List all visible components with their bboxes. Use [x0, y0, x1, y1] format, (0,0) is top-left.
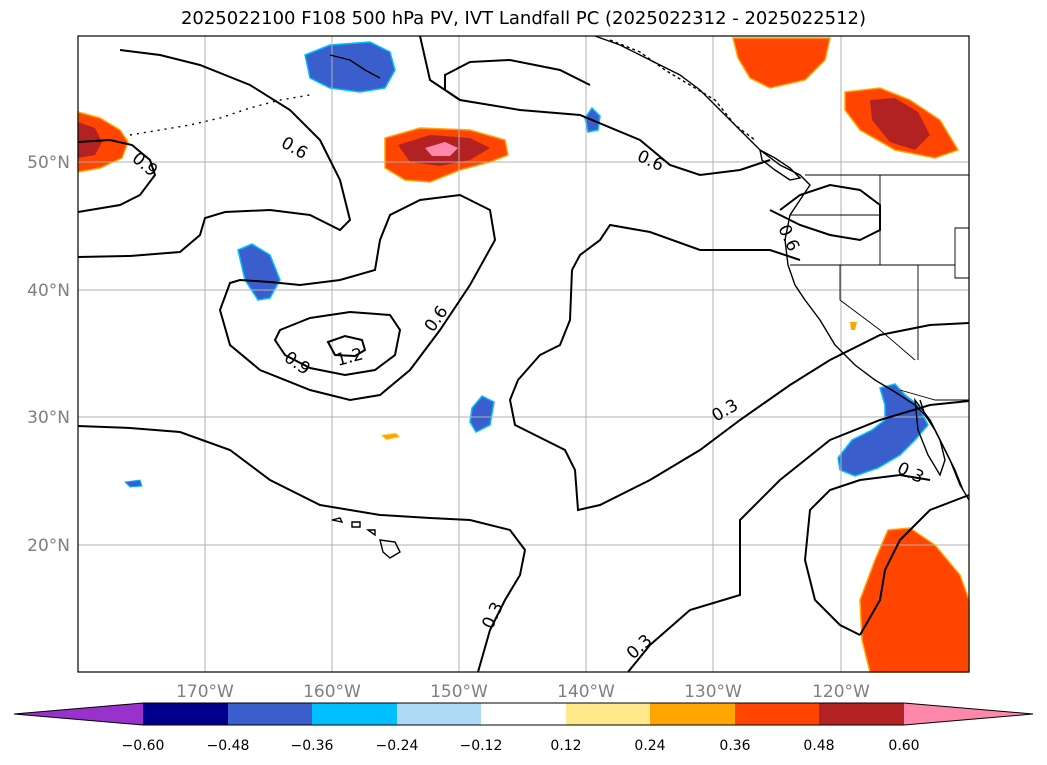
colorbar-segment	[650, 703, 735, 725]
map-title: 2025022100 F108 500 hPa PV, IVT Landfall…	[180, 8, 867, 29]
colorbar-segment	[397, 703, 481, 725]
colorbar-extend-high	[904, 703, 1033, 725]
map-panel: 0.9 0.6 0.6 0.6 0.6 0.9 1.2 0.3 0.3 0.3 …	[77, 35, 970, 673]
colorbar-tick-label: 0.24	[634, 738, 665, 754]
colorbar-tick-label: −0.24	[376, 738, 419, 754]
pv-contours	[77, 35, 970, 673]
gridlines	[78, 36, 969, 672]
colorbar-tick-label: 0.48	[803, 738, 834, 754]
borders	[790, 174, 970, 401]
colorbar-tick-label: −0.60	[122, 738, 165, 754]
lon-label: 130°W	[684, 682, 742, 702]
colorbar-tick-label: 0.60	[888, 738, 919, 754]
lon-label: 170°W	[176, 682, 234, 702]
colorbar-ticks: −0.60 −0.48 −0.36 −0.24 −0.12 0.12 0.24 …	[122, 738, 920, 754]
colorbar-segment	[312, 703, 397, 725]
colorbar-extend-low	[14, 703, 143, 725]
lon-label: 120°W	[812, 682, 870, 702]
lat-label: 50°N	[27, 153, 70, 173]
lat-label: 30°N	[27, 408, 70, 428]
colorbar-tick-label: −0.36	[291, 738, 334, 754]
lat-label: 40°N	[27, 281, 70, 301]
lon-label: 150°W	[430, 682, 488, 702]
map-frame	[77, 35, 970, 673]
coastlines	[129, 35, 970, 559]
colorbar-segment	[566, 703, 650, 725]
colorbar-tick-label: 0.36	[719, 738, 750, 754]
colorbar-segment	[819, 703, 904, 725]
colorbar-outline	[13, 702, 1034, 726]
latitude-labels: 50°N 40°N 30°N 20°N	[27, 153, 70, 556]
colorbar: −0.60 −0.48 −0.36 −0.24 −0.12 0.12 0.24 …	[13, 702, 1034, 754]
lon-label: 160°W	[303, 682, 361, 702]
longitude-labels: 170°W 160°W 150°W 140°W 130°W 120°W	[176, 682, 870, 702]
colorbar-segment	[481, 703, 566, 725]
negative-pv-region	[123, 41, 929, 488]
colorbar-tick-label: −0.12	[460, 738, 503, 754]
colorbar-segment	[735, 703, 819, 725]
colorbar-segment	[143, 703, 228, 725]
colorbar-segment	[228, 703, 312, 725]
lon-label: 140°W	[557, 682, 615, 702]
lat-label: 20°N	[27, 536, 70, 556]
colorbar-tick-label: −0.48	[207, 738, 250, 754]
colorbar-tick-label: 0.12	[550, 738, 581, 754]
